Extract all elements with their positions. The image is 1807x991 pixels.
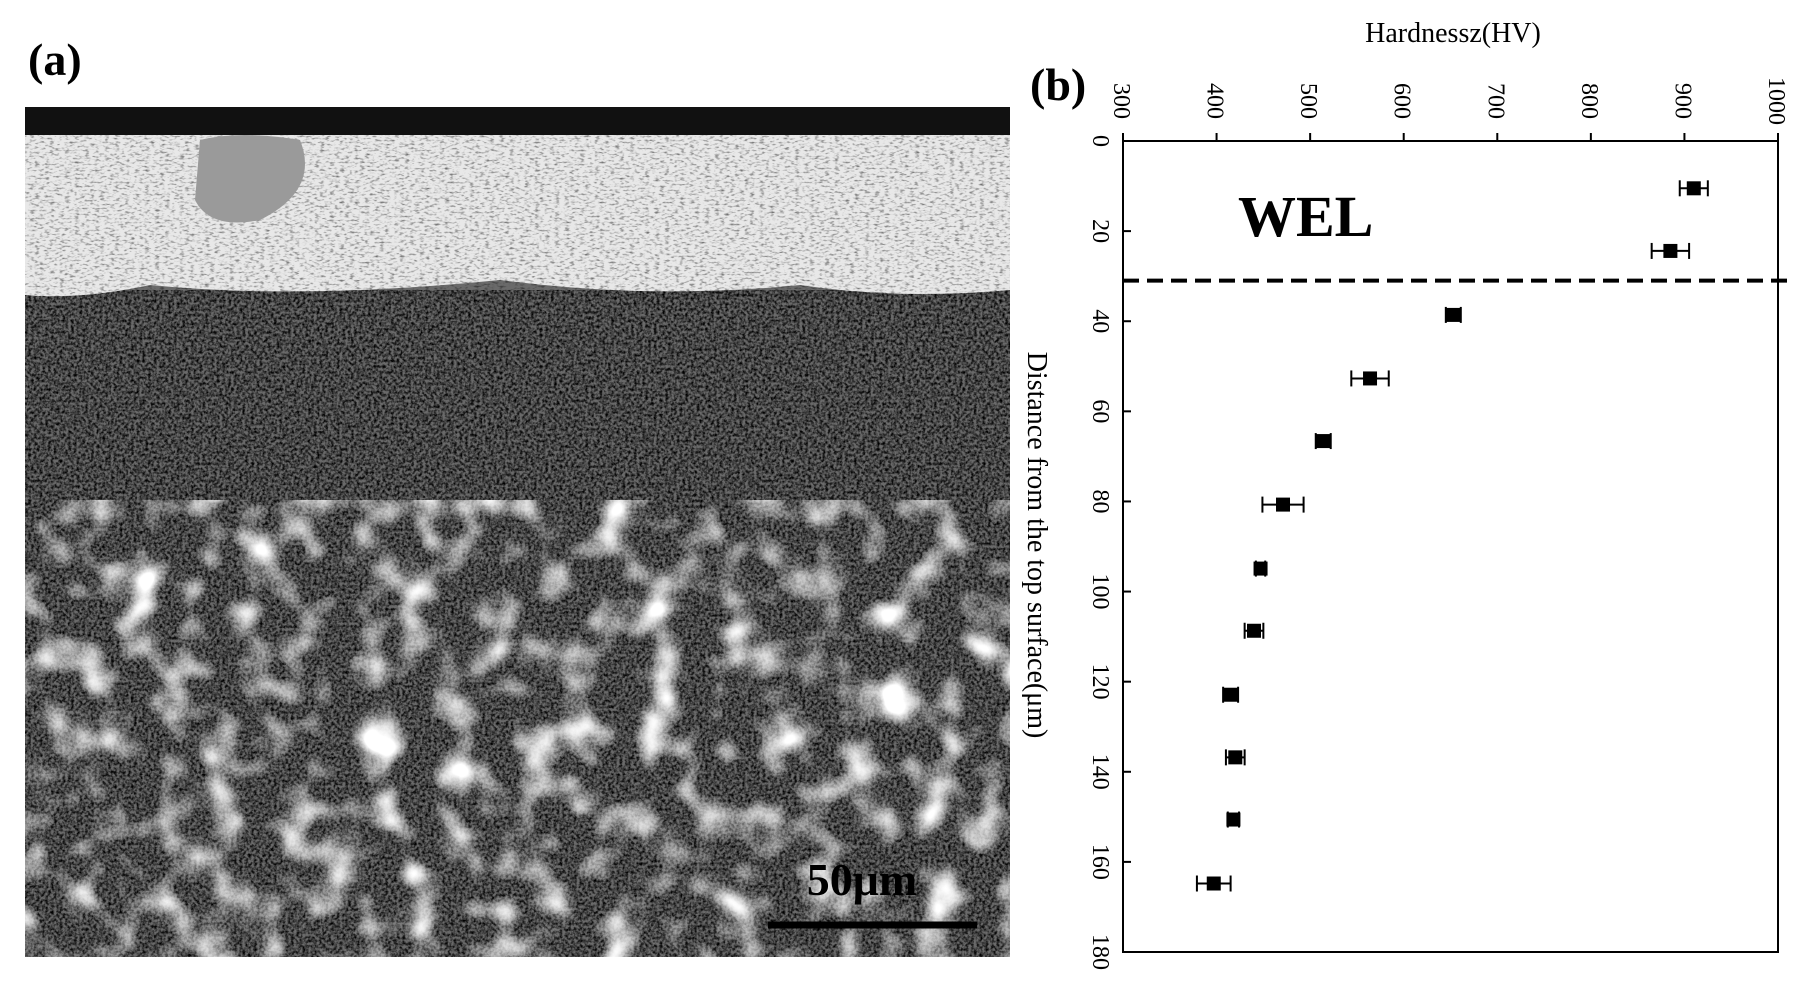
annotation: WEL	[1238, 184, 1373, 249]
y-tick-label: 160	[1087, 844, 1113, 880]
x-tick-label: 1000	[1763, 77, 1789, 125]
y-tick-label: 40	[1087, 309, 1113, 333]
surface-edge	[25, 107, 1010, 135]
x-axis-title: Hardnessz(HV)	[1365, 18, 1541, 49]
y-tick-label: 140	[1087, 754, 1113, 790]
y-axis-title: Distance from the top surface(μm)	[1021, 352, 1052, 739]
point	[1686, 181, 1701, 196]
point	[1446, 307, 1461, 322]
y-tick-label: 100	[1087, 574, 1113, 610]
y-tick-label: 180	[1087, 934, 1113, 970]
x-tick-label: 800	[1576, 83, 1602, 119]
y-tick-label: 20	[1087, 219, 1113, 243]
x-tick-label: 900	[1669, 83, 1695, 119]
x-tick-label: 700	[1482, 83, 1508, 119]
y-tick-label: 80	[1087, 489, 1113, 513]
x-tick-label: 400	[1202, 83, 1228, 119]
point	[1226, 812, 1241, 827]
y-tick-label: 0	[1087, 135, 1113, 147]
point	[1247, 623, 1261, 638]
y-tick-label: 120	[1087, 664, 1113, 700]
point	[1206, 876, 1221, 891]
scale-bar-label: 50μm	[807, 854, 917, 905]
panel-label: (a)	[28, 34, 82, 85]
point	[1223, 687, 1238, 702]
point	[1316, 434, 1331, 449]
plot-frame	[1122, 140, 1779, 953]
point	[1253, 561, 1268, 576]
point	[1276, 497, 1291, 512]
wel-texture	[25, 130, 1010, 297]
y-tick-label: 60	[1087, 399, 1113, 423]
x-tick-label: 600	[1389, 83, 1415, 119]
x-tick-label: 500	[1295, 83, 1321, 119]
panel-label: (b)	[1030, 59, 1086, 110]
micrograph-grains	[25, 500, 1010, 957]
point	[1228, 750, 1243, 765]
plot: 300 400 500 600 700 800 900 1000 0 20 40 60 80 100 120…	[1087, 77, 1789, 970]
inclusion	[195, 135, 305, 223]
point	[1663, 243, 1678, 258]
point	[1363, 371, 1378, 386]
x-tick-label: 300	[1108, 83, 1134, 119]
micrograph: 50μm	[25, 107, 1010, 957]
